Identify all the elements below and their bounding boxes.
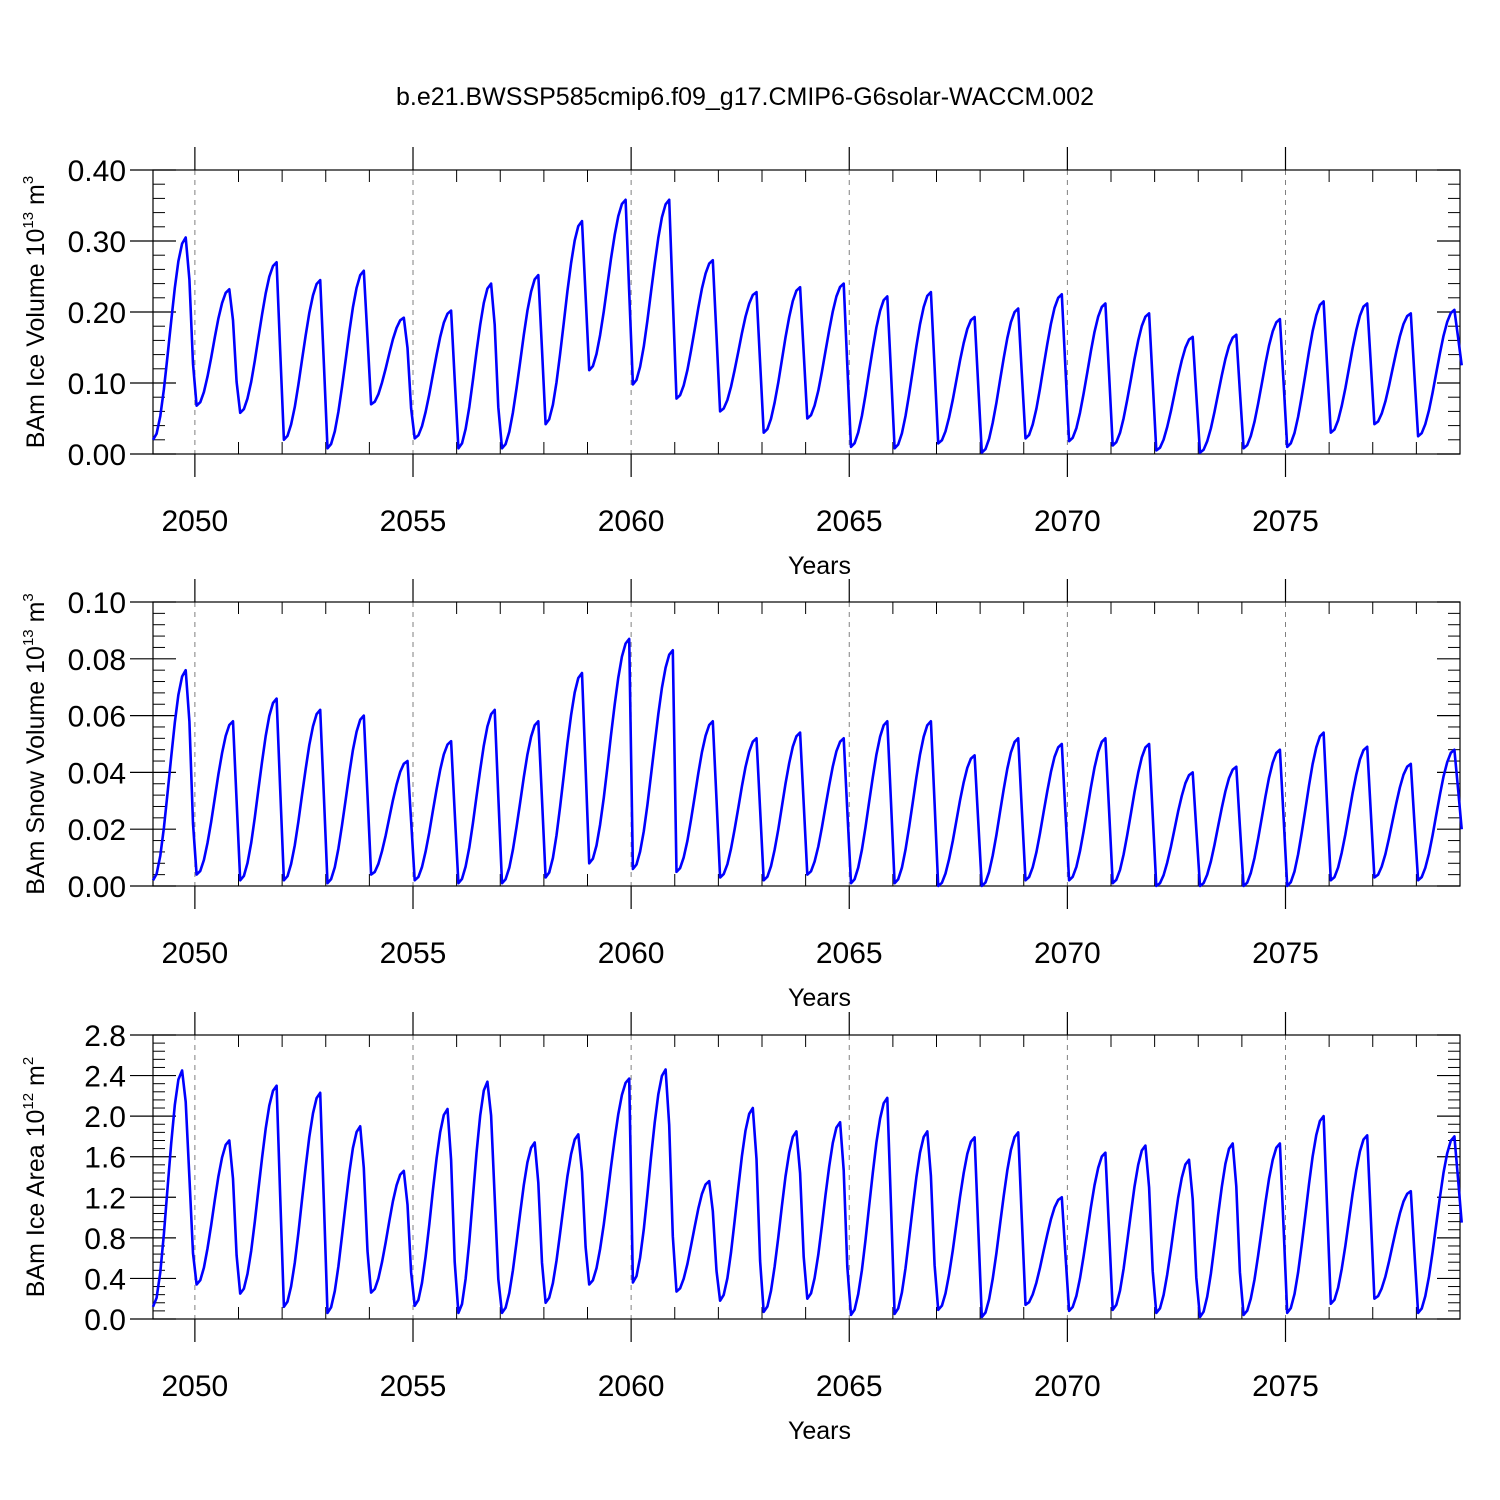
y-tick-label: 0.08 <box>68 644 126 677</box>
x-axis-label: Years <box>788 984 851 1012</box>
x-tick-label: 2055 <box>380 937 447 970</box>
y-axis-label: BAm Ice Area 1012 m2 <box>20 1057 50 1297</box>
y-tick-label: 0.4 <box>84 1263 126 1296</box>
y-tick-label: 0.30 <box>68 226 126 259</box>
plot-frame <box>152 1034 1461 1320</box>
y-tick-label: 2.4 <box>84 1061 126 1094</box>
y-tick-label: 0.10 <box>68 587 126 620</box>
x-tick-label: 2055 <box>380 505 447 538</box>
y-tick-label: 0.00 <box>68 871 126 904</box>
y-tick-label: 0.40 <box>68 155 126 188</box>
figure-title: b.e21.BWSSP585cmip6.f09_g17.CMIP6-G6sola… <box>396 83 1094 111</box>
y-tick-label: 0.04 <box>68 757 126 790</box>
x-tick-label: 2065 <box>816 937 883 970</box>
y-tick-label: 0.0 <box>84 1304 126 1337</box>
y-axis-label: BAm Ice Volume 1013 m3 <box>20 176 50 448</box>
chart-panel: 0.00 0.10 0.20 0.30 0.40 2050 2055 2060 2065 2070… <box>20 147 1463 580</box>
y-tick-label: 0.8 <box>84 1223 126 1256</box>
y-tick-label: 0.06 <box>68 701 126 734</box>
y-tick-label: 1.2 <box>84 1182 126 1215</box>
y-tick-label: 0.10 <box>68 368 126 401</box>
y-tick-label: 0.20 <box>68 297 126 330</box>
series-line <box>151 198 1463 454</box>
x-axis-label: Years <box>788 552 851 580</box>
x-tick-label: 2070 <box>1034 937 1101 970</box>
x-tick-label: 2050 <box>162 937 229 970</box>
x-tick-label: 2075 <box>1252 505 1319 538</box>
y-tick-label: 0.02 <box>68 814 126 847</box>
x-tick-label: 2050 <box>162 1370 229 1403</box>
chart-panel: 0.0 0.4 0.8 1.2 1.6 2.0 2.4 2.8 2050 2055 2060 2065… <box>20 1012 1463 1445</box>
series-line <box>151 1068 1463 1319</box>
y-tick-label: 0.00 <box>68 439 126 472</box>
x-tick-label: 2070 <box>1034 1370 1101 1403</box>
x-tick-label: 2075 <box>1252 937 1319 970</box>
x-axis-label: Years <box>788 1417 851 1445</box>
y-tick-label: 2.8 <box>84 1020 126 1053</box>
plot-frame <box>152 601 1461 887</box>
x-tick-label: 2050 <box>162 505 229 538</box>
panels: 0.00 0.10 0.20 0.30 0.40 2050 2055 2060 2065 2070… <box>20 147 1463 1445</box>
x-tick-label: 2060 <box>598 937 665 970</box>
series-line <box>151 637 1463 888</box>
x-tick-label: 2060 <box>598 505 665 538</box>
x-tick-label: 2065 <box>816 505 883 538</box>
chart-panel: 0.00 0.02 0.04 0.06 0.08 0.10 2050 2055 2060 2065… <box>20 579 1463 1012</box>
x-tick-label: 2075 <box>1252 1370 1319 1403</box>
y-tick-label: 1.6 <box>84 1142 126 1175</box>
x-tick-label: 2055 <box>380 1370 447 1403</box>
x-tick-label: 2065 <box>816 1370 883 1403</box>
y-axis-label: BAm Snow Volume 1013 m3 <box>20 593 50 895</box>
y-tick-label: 2.0 <box>84 1101 126 1134</box>
x-tick-label: 2060 <box>598 1370 665 1403</box>
x-tick-label: 2070 <box>1034 505 1101 538</box>
